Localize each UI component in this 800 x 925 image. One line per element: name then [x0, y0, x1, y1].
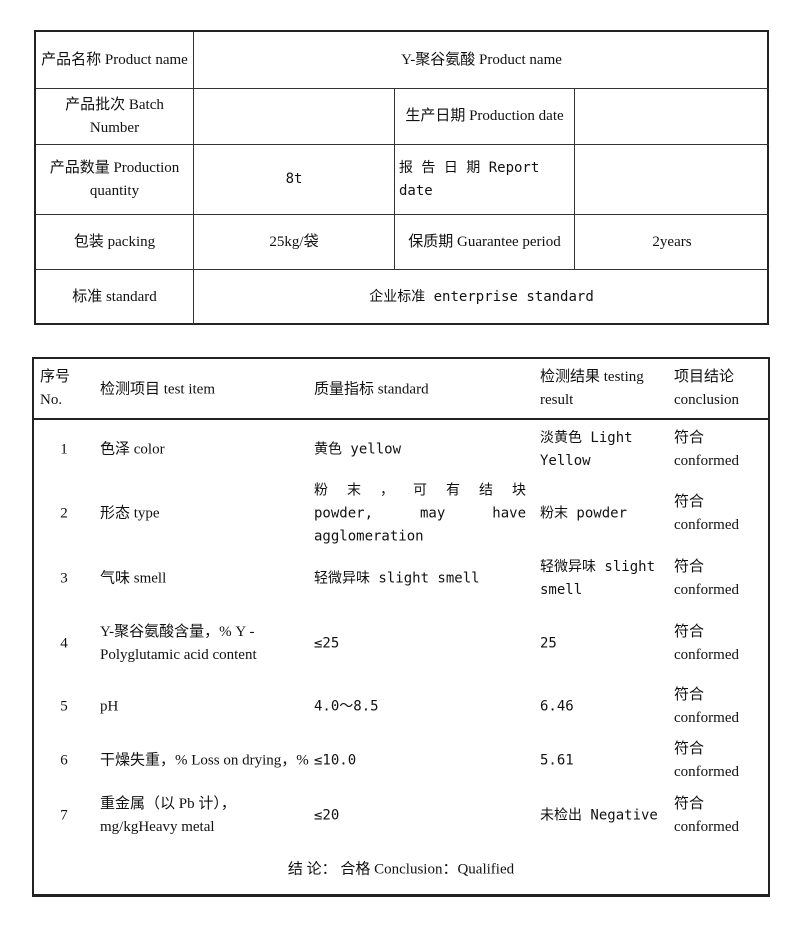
- cell-no: 5: [60, 698, 68, 715]
- final-conclusion: 结 论： 合格 Conclusion：Qualified: [287, 861, 515, 878]
- header-standard: 质量指标 standard: [314, 381, 429, 398]
- packing-label: 包装 packing: [36, 215, 194, 270]
- product-name-label: 产品名称 Product name: [36, 32, 194, 89]
- cell-standard: ≤10.0: [314, 752, 357, 769]
- report-date-value: [575, 145, 769, 215]
- batch-label: 产品批次 Batch Number: [36, 89, 194, 145]
- header-result: 检测结果 testing result: [540, 369, 644, 408]
- product-info-table: 产品名称 Product name Υ-聚谷氨酸 Product name 产品…: [34, 30, 769, 325]
- cell-conclusion: 符合 conformed: [674, 687, 739, 726]
- test-results-table: 序号 No. 检测项目 test item 质量指标 standard 检测结果…: [32, 357, 770, 897]
- cell-item: 形态 type: [100, 505, 160, 522]
- cell-standard: ≤25: [314, 635, 340, 652]
- quantity-value: 8t: [194, 145, 395, 215]
- cell-conclusion: 符合 conformed: [674, 559, 739, 598]
- header-item: 检测项目 test item: [100, 381, 215, 398]
- cell-item: 气味 smell: [100, 570, 167, 587]
- cell-result: 轻微异味 slight smell: [540, 559, 656, 598]
- cell-standard: 4.0～8.5: [314, 698, 379, 715]
- cell-item: 色泽 color: [100, 441, 165, 458]
- cell-result: 25: [540, 635, 557, 652]
- cell-conclusion: 符合 conformed: [674, 796, 739, 835]
- production-date-label: 生产日期 Production date: [395, 89, 575, 145]
- cell-result: 未检出 Negative: [540, 807, 658, 824]
- cell-no: 1: [60, 441, 68, 458]
- cell-result: 粉末 powder: [540, 505, 628, 522]
- header-no: 序号 No.: [40, 369, 71, 408]
- batch-value: [194, 89, 395, 145]
- production-date-value: [575, 89, 769, 145]
- cell-result: 6.46: [540, 698, 574, 715]
- quantity-label: 产品数量 Production quantity: [36, 145, 194, 215]
- cell-no: 7: [60, 807, 68, 824]
- cell-item: 干燥失重，% Loss on drying，%: [100, 752, 309, 769]
- cell-standard: 粉 末 ， 可 有 结 块 powder, may have agglomera…: [314, 482, 526, 545]
- cell-item: Υ-聚谷氨酸含量，% Υ - Polyglutamic acid content: [100, 624, 257, 663]
- cell-no: 4: [60, 635, 68, 652]
- standard-value: 企业标准 enterprise standard: [369, 289, 594, 305]
- header-conclusion: 项目结论 conclusion: [674, 369, 739, 408]
- cell-result: 5.61: [540, 752, 574, 769]
- packing-value: 25kg/袋: [194, 215, 395, 270]
- guarantee-value: 2years: [575, 215, 769, 270]
- product-name-value: Υ-聚谷氨酸 Product name: [194, 32, 769, 89]
- cell-standard: 黄色 yellow: [314, 441, 402, 458]
- cell-item: 重金属（以 Pb 计）， mg/kgHeavy metal: [100, 796, 236, 835]
- cell-no: 6: [60, 752, 68, 769]
- table-header: 序号 No. 检测项目 test item 质量指标 standard 检测结果…: [34, 359, 768, 420]
- cell-item: pH: [100, 698, 119, 715]
- report-date-label: 报 告 日 期 Report date: [395, 145, 575, 215]
- cell-no: 3: [60, 570, 68, 587]
- cell-standard: 轻微异味 slight smell: [314, 570, 480, 587]
- standard-label: 标准 standard: [36, 270, 194, 325]
- cell-result: 淡黄色 Light Yellow: [540, 430, 633, 469]
- cell-conclusion: 符合 conformed: [674, 494, 739, 533]
- guarantee-label: 保质期 Guarantee period: [395, 215, 575, 270]
- cell-no: 2: [60, 505, 68, 522]
- cell-conclusion: 符合 conformed: [674, 430, 739, 469]
- cell-standard: ≤20: [314, 807, 340, 824]
- cell-conclusion: 符合 conformed: [674, 741, 739, 780]
- cell-conclusion: 符合 conformed: [674, 624, 739, 663]
